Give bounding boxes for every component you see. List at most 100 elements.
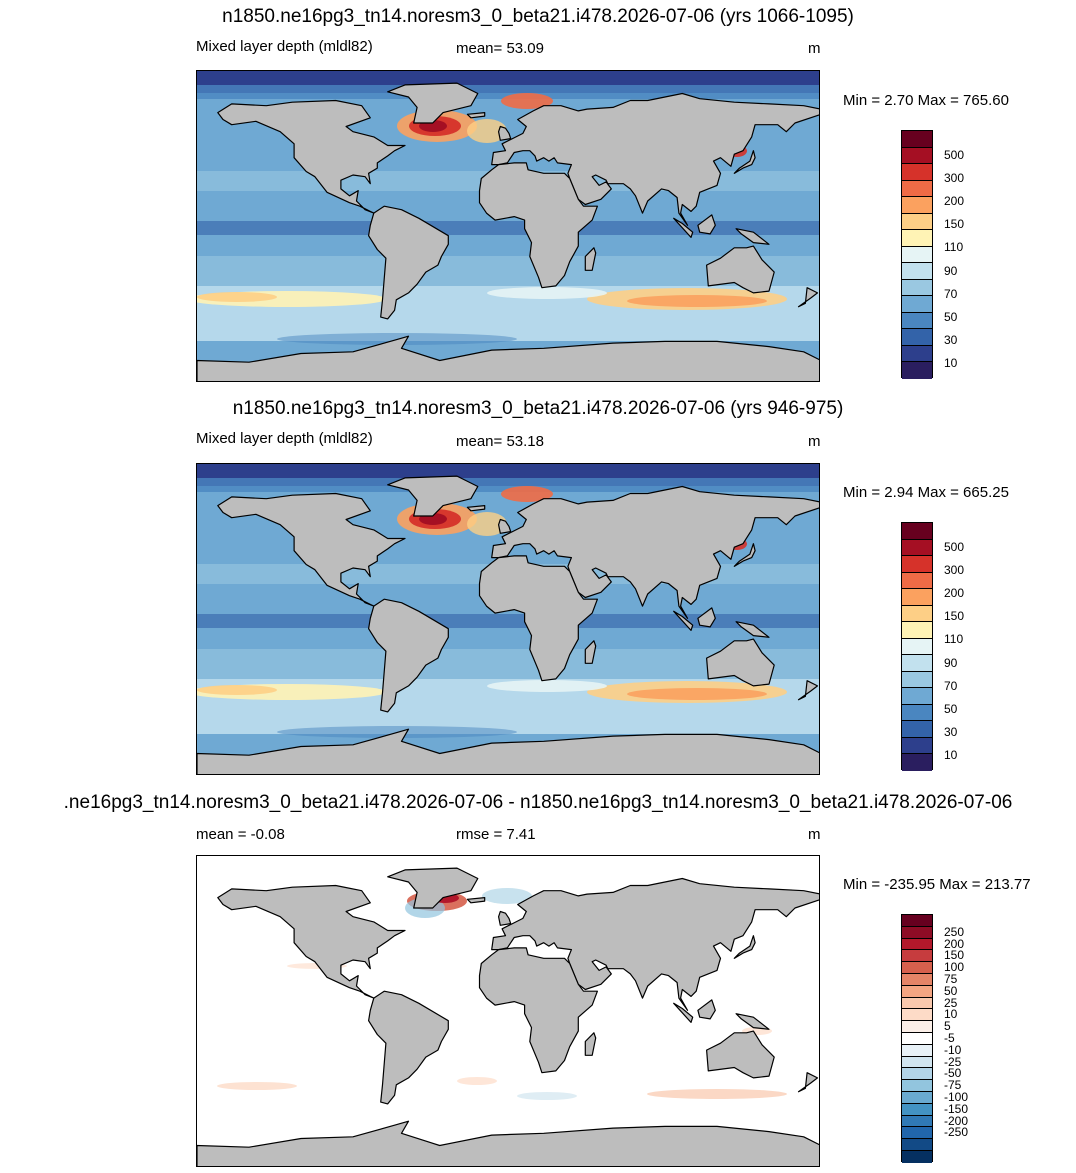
colorbar-tick-label: 150 — [944, 217, 965, 232]
colorbar-swatch — [902, 1009, 932, 1022]
colorbar-tick-label: -5 — [944, 1031, 955, 1045]
colorbar-tick-label: 70 — [944, 286, 958, 301]
colorbar-tick-label: -200 — [944, 1113, 969, 1128]
colorbar-swatch — [902, 345, 932, 363]
colorbar-swatch — [902, 589, 932, 606]
colorbar-swatch — [902, 312, 932, 330]
colorbar-swatch — [902, 279, 932, 297]
colorbar-tick-label: 50 — [944, 701, 958, 716]
colorbar-swatch — [902, 622, 932, 639]
colorbar-tick-label: 90 — [944, 655, 958, 670]
variable-label: Mixed layer depth (mldl82) — [196, 430, 373, 447]
colorbar-tick-label: 250 — [944, 924, 965, 939]
colorbar-tick-label: -150 — [944, 1101, 969, 1116]
colorbar-swatch — [902, 556, 932, 573]
colorbar-swatch — [902, 230, 932, 247]
colorbar-swatch — [902, 1115, 932, 1128]
colorbar-swatch — [902, 164, 932, 181]
colorbar-tick-label: 300 — [944, 170, 965, 185]
colorbar-swatch — [902, 671, 932, 689]
colorbar-tick-label: 150 — [944, 948, 965, 963]
colorbar-tick-label: 10 — [944, 356, 958, 371]
colorbar-tick-label: 30 — [944, 332, 958, 347]
variable-label: Mixed layer depth (mldl82) — [196, 38, 373, 55]
colorbar-swatch — [902, 197, 932, 214]
colorbar-tick-label: 200 — [944, 194, 965, 209]
mean-label: mean= 53.09 — [456, 40, 544, 57]
panel-title: n1850.ne16pg3_tn14.noresm3_0_beta21.i478… — [222, 6, 854, 27]
colorbar-swatch — [902, 1021, 932, 1033]
colorbar-swatch — [902, 1068, 932, 1081]
colorbar-tick-label: -100 — [944, 1090, 969, 1105]
colorbar-swatch — [902, 754, 932, 771]
panel-title: .ne16pg3_tn14.noresm3_0_beta21.i478.2026… — [63, 792, 1013, 813]
colorbar-tick-label: 50 — [944, 309, 958, 324]
colorbar-swatch — [902, 1032, 932, 1045]
world-map — [196, 463, 820, 775]
colorbar-swatch — [902, 1044, 932, 1057]
colorbar-swatch — [902, 263, 932, 280]
colorbar-tick-label: -10 — [944, 1042, 962, 1057]
colorbar-swatch — [902, 329, 932, 346]
colorbar-tick-label: 25 — [944, 995, 958, 1010]
colorbar-swatch — [902, 147, 932, 165]
colorbar-tick-label: 150 — [944, 609, 965, 624]
colorbar-swatch — [902, 572, 932, 590]
colorbar-tick-label: 100 — [944, 960, 965, 975]
colorbar-swatch — [902, 950, 932, 963]
mean-label: mean = -0.08 — [196, 826, 285, 843]
colorbar-tick-label: 70 — [944, 678, 958, 693]
colorbar-swatch — [902, 737, 932, 755]
mean-label: mean= 53.18 — [456, 433, 544, 450]
colorbar-swatch — [902, 688, 932, 705]
colorbar-tick-label: 110 — [944, 632, 964, 647]
colorbar-swatch — [902, 962, 932, 974]
colorbar-tick-label: -75 — [944, 1078, 962, 1093]
world-map — [196, 70, 820, 382]
colorbar — [901, 522, 933, 771]
colorbar-swatch — [902, 296, 932, 313]
colorbar-tick-label: 200 — [944, 936, 965, 951]
colorbar-swatch — [902, 997, 932, 1010]
colorbar-swatch — [902, 973, 932, 986]
colorbar-swatch — [902, 1103, 932, 1116]
units-label: m — [808, 433, 821, 450]
rmse-label: rmse = 7.41 — [456, 826, 536, 843]
colorbar-swatch — [902, 523, 932, 540]
colorbar-tick-label: 500 — [944, 147, 965, 162]
colorbar-swatch — [902, 655, 932, 672]
world-map-difference — [196, 855, 820, 1167]
colorbar — [901, 130, 933, 379]
colorbar-swatch — [902, 1056, 932, 1069]
colorbar-swatch — [902, 1080, 932, 1092]
colorbar-swatch — [902, 180, 932, 198]
colorbar-tick-label: 200 — [944, 586, 965, 601]
colorbar-swatch — [902, 605, 932, 623]
colorbar-swatch — [902, 213, 932, 231]
min-max-label: Min = 2.94 Max = 665.25 — [843, 484, 1009, 501]
colorbar-tick-label: 75 — [944, 971, 958, 986]
panel-title: n1850.ne16pg3_tn14.noresm3_0_beta21.i478… — [232, 398, 844, 419]
colorbar-swatch — [902, 246, 932, 264]
colorbar-swatch — [902, 131, 932, 148]
colorbar-swatch — [902, 362, 932, 379]
colorbar-swatch — [902, 915, 932, 927]
units-label: m — [808, 40, 821, 57]
colorbar-swatch — [902, 926, 932, 939]
colorbar-swatch — [902, 638, 932, 656]
colorbar-tick-label: 30 — [944, 724, 958, 739]
colorbar-swatch — [902, 1091, 932, 1104]
min-max-label: Min = 2.70 Max = 765.60 — [843, 92, 1009, 109]
colorbar-tick-label: 500 — [944, 539, 965, 554]
colorbar-swatch — [902, 1139, 932, 1151]
colorbar-tick-label: -25 — [944, 1054, 962, 1069]
colorbar — [901, 914, 933, 1163]
colorbar-swatch — [902, 1150, 932, 1163]
colorbar-tick-label: 10 — [944, 748, 958, 763]
colorbar-tick-label: 5 — [944, 1019, 951, 1034]
colorbar-swatch — [902, 938, 932, 951]
colorbar-tick-label: 50 — [944, 983, 958, 998]
colorbar-tick-label: 110 — [944, 240, 964, 255]
colorbar-swatch — [902, 721, 932, 738]
colorbar-tick-label: 90 — [944, 263, 958, 278]
